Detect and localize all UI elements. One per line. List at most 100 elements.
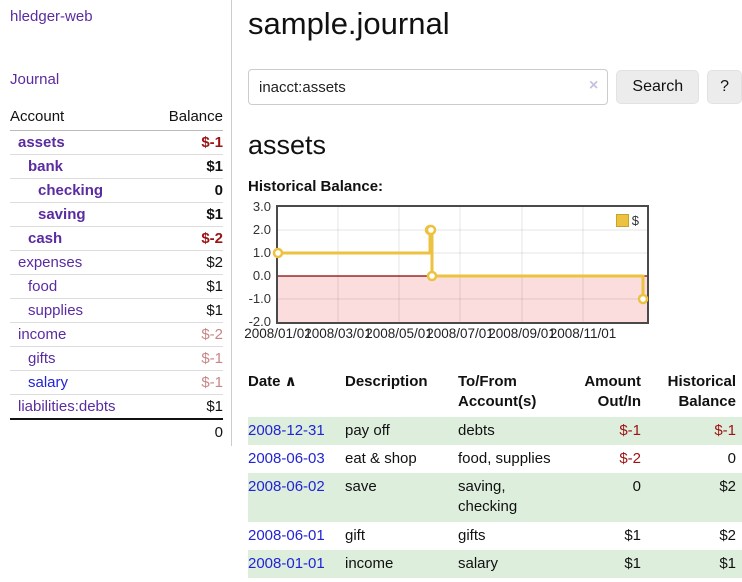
transaction-date-cell: 2008-06-01 <box>248 522 345 550</box>
transaction-date-link[interactable]: 2008-06-02 <box>248 478 325 495</box>
transaction-balance: $1 <box>719 554 736 572</box>
sidebar-account-cell: supplies <box>10 298 151 323</box>
sidebar-account-cell: food <box>10 274 151 299</box>
sidebar-account-link[interactable]: food <box>28 278 58 295</box>
sidebar-account-cell: assets <box>10 130 151 155</box>
sidebar-account-link[interactable]: supplies <box>28 302 84 319</box>
sidebar-account-balance: $-2 <box>150 226 223 251</box>
sidebar-account-cell: liabilities:debts <box>10 394 151 420</box>
sidebar-account-balance: $1 <box>150 202 223 227</box>
register-header-row: Date ∧ Description To/From Account(s) Amount… <box>248 369 742 417</box>
transaction-balance: $2 <box>719 478 736 495</box>
search-button[interactable]: Search <box>616 70 700 104</box>
transaction-date-link[interactable]: 2008-12-31 <box>248 421 325 439</box>
sidebar-total-row: 0 <box>10 418 223 444</box>
register-header-date[interactable]: Date ∧ <box>248 373 297 390</box>
transaction-balance: $-1 <box>714 421 736 439</box>
chart-title-label: Historical Balance: <box>248 178 384 195</box>
transaction-amount: $-1 <box>619 421 641 439</box>
y-tick-label: 3.0 <box>252 199 271 214</box>
transaction-date-link[interactable]: 2008-01-01 <box>248 554 325 572</box>
register-row: 2008-06-03 eat & shop food, supplies $-2 0 <box>248 445 742 473</box>
sidebar-account-balance: $-1 <box>150 370 223 395</box>
transaction-balance: 0 <box>727 449 736 467</box>
chart-plot-area: $ <box>272 205 649 324</box>
transaction-accounts: gifts <box>458 526 486 544</box>
sidebar-account-row: salary $-1 <box>10 370 223 395</box>
help-button[interactable]: ? <box>707 70 742 104</box>
search-input[interactable] <box>248 69 609 105</box>
sidebar-account-link[interactable]: salary <box>28 374 69 391</box>
sidebar-account-link[interactable]: bank <box>28 158 64 175</box>
sidebar-account-balance: $-1 <box>150 346 223 371</box>
register-row: 2008-01-01 income salary $1 $1 <box>248 549 742 578</box>
sidebar-account-row: food $1 <box>10 274 223 299</box>
sidebar: hledger-web Journal Account Balance asse… <box>0 0 232 446</box>
register-header-description: Description <box>345 373 428 390</box>
register-header-amount: Amount Out/In <box>584 373 641 411</box>
sidebar-account-link[interactable]: gifts <box>28 350 56 367</box>
sidebar-account-cell: checking <box>10 178 151 203</box>
x-tick-label: 2008/05/01 <box>365 326 433 341</box>
transaction-accounts: food, supplies <box>458 449 551 467</box>
x-tick-label: 2008/07/01 <box>426 326 494 341</box>
sidebar-account-link[interactable]: saving <box>38 206 86 223</box>
accounts-table-header-row: Account Balance <box>10 104 223 131</box>
sidebar-account-cell: bank <box>10 154 151 179</box>
sidebar-account-link[interactable]: income <box>18 326 67 343</box>
transaction-description: income <box>345 554 394 572</box>
x-tick-label: 2008/11/01 <box>549 326 617 341</box>
accounts-balance-table: Account Balance assets $-1 bank $1 checking 0… <box>10 104 223 444</box>
sidebar-account-row: saving $1 <box>10 202 223 227</box>
register-row: 2008-12-31 pay off debts $-1 $-1 <box>248 416 742 445</box>
sidebar-account-link[interactable]: expenses <box>18 254 83 271</box>
chart-canvas <box>272 207 649 322</box>
transaction-date-link[interactable]: 2008-06-01 <box>248 526 325 544</box>
accounts-header-balance: Balance <box>150 104 223 131</box>
x-tick-label: 2008/01/01 <box>244 326 312 341</box>
y-tick-label: 0.0 <box>252 268 271 283</box>
transaction-description: gift <box>345 526 366 544</box>
sidebar-account-balance: $1 <box>150 154 223 179</box>
sidebar-account-link[interactable]: liabilities:debts <box>18 398 116 415</box>
sidebar-total-spacer <box>10 418 151 444</box>
legend-swatch-icon <box>615 214 629 227</box>
chart-legend: $ <box>615 213 639 228</box>
sidebar-account-balance: 0 <box>150 178 223 203</box>
sidebar-account-cell: expenses <box>10 250 151 275</box>
y-tick-label: 1.0 <box>252 245 271 260</box>
register-header-balance: Historical Balance <box>667 373 736 411</box>
register-table: Date ∧ Description To/From Account(s) Amount… <box>248 369 742 578</box>
main-content: sample.journal × Search ? assets Histori… <box>244 0 742 578</box>
sidebar-account-cell: saving <box>10 202 151 227</box>
sidebar-account-link[interactable]: cash <box>28 230 63 247</box>
sidebar-account-balance: $2 <box>150 250 223 275</box>
transaction-date-link[interactable]: 2008-06-03 <box>248 449 325 467</box>
legend-series-label: $ <box>631 213 639 228</box>
sidebar-account-cell: gifts <box>10 346 151 371</box>
transaction-amount: $-2 <box>619 449 641 467</box>
register-header-accounts: To/From Account(s) <box>458 373 537 411</box>
transaction-balance: $2 <box>719 526 736 544</box>
accounts-header-account: Account <box>10 104 151 131</box>
sidebar-account-row: gifts $-1 <box>10 346 223 371</box>
transaction-accounts: debts <box>458 421 495 439</box>
sidebar-account-link[interactable]: assets <box>18 134 65 151</box>
transaction-date-cell: 2008-12-31 <box>248 417 345 445</box>
sidebar-account-balance: $1 <box>150 298 223 323</box>
transaction-accounts: saving, checking <box>458 478 518 516</box>
app-brand-link[interactable]: hledger-web <box>10 8 93 25</box>
x-tick-label: 2008/03/01 <box>304 326 372 341</box>
sidebar-item-journal[interactable]: Journal <box>10 71 60 88</box>
clear-search-icon[interactable]: × <box>589 77 599 94</box>
sidebar-account-balance: $-1 <box>150 130 223 155</box>
sidebar-account-cell: income <box>10 322 151 347</box>
transaction-date-cell: 2008-06-03 <box>248 445 345 473</box>
sidebar-account-row: liabilities:debts $1 <box>10 394 223 420</box>
transaction-date-cell: 2008-01-01 <box>248 550 345 578</box>
sidebar-account-row: cash $-2 <box>10 226 223 251</box>
sort-ascending-icon: ∧ <box>280 373 297 390</box>
sidebar-account-row: assets $-1 <box>10 130 223 155</box>
sidebar-account-link[interactable]: checking <box>38 182 104 199</box>
sidebar-account-row: expenses $2 <box>10 250 223 275</box>
